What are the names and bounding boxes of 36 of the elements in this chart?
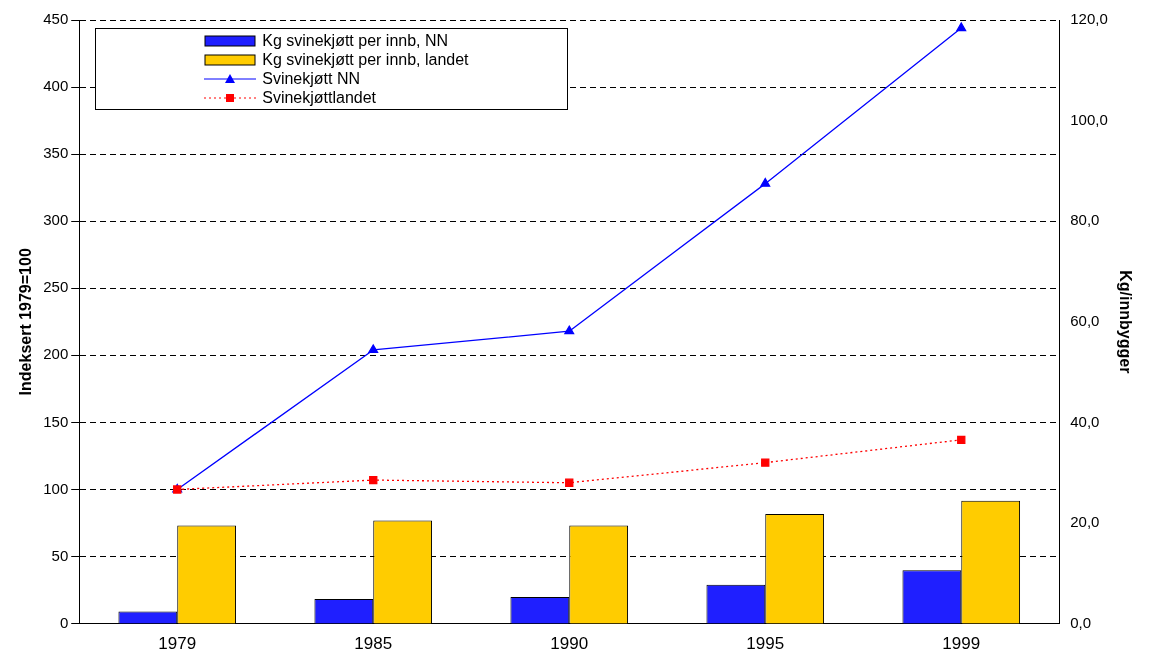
y2-tick-label: 80,0 — [1070, 211, 1100, 229]
y2-tick-label: 60,0 — [1070, 311, 1100, 329]
y-tick-label: 450 — [43, 10, 69, 28]
x-tick-label: 1979 — [158, 634, 197, 654]
x-tick-label: 1999 — [942, 634, 981, 654]
y2-axis-title: Kg/innbygger — [1116, 270, 1134, 374]
point — [760, 177, 771, 187]
x-tick-label: 1995 — [746, 634, 785, 654]
point — [369, 475, 378, 485]
y-tick-label: 200 — [43, 345, 69, 363]
legend-label: Kg svinekjøtt per innb, landet — [262, 50, 469, 69]
y-tick-label: 150 — [43, 412, 69, 430]
point — [565, 478, 574, 487]
y2-tick-label: 20,0 — [1070, 513, 1100, 531]
y-tick-label: 0 — [59, 613, 69, 631]
y-axis-title: Indeksert 1979=100 — [17, 248, 35, 396]
y-tick-label: 50 — [51, 546, 69, 564]
point — [957, 435, 966, 445]
y-tick-label: 400 — [43, 77, 69, 95]
legend-label: Kg svinekjøtt per innb, NN — [262, 31, 449, 50]
y-tick-label: 100 — [43, 479, 69, 497]
legend-label: Svinekjøttlandet — [262, 88, 377, 107]
legend-label: Svinekjøtt NN — [262, 69, 361, 88]
y-tick-label: 300 — [43, 211, 69, 229]
y2-tick-label: 120,0 — [1070, 10, 1108, 28]
point — [564, 325, 575, 335]
y-tick-label: 350 — [43, 144, 69, 162]
point — [368, 344, 379, 354]
point — [956, 22, 967, 32]
x-tick-label: 1985 — [354, 634, 393, 654]
y-tick-label: 250 — [43, 278, 69, 296]
point — [761, 458, 770, 467]
y2-tick-label: 40,0 — [1070, 412, 1100, 430]
y2-tick-label: 0,0 — [1070, 613, 1092, 631]
y2-tick-label: 100,0 — [1070, 110, 1108, 128]
x-tick-label: 1990 — [550, 634, 589, 654]
